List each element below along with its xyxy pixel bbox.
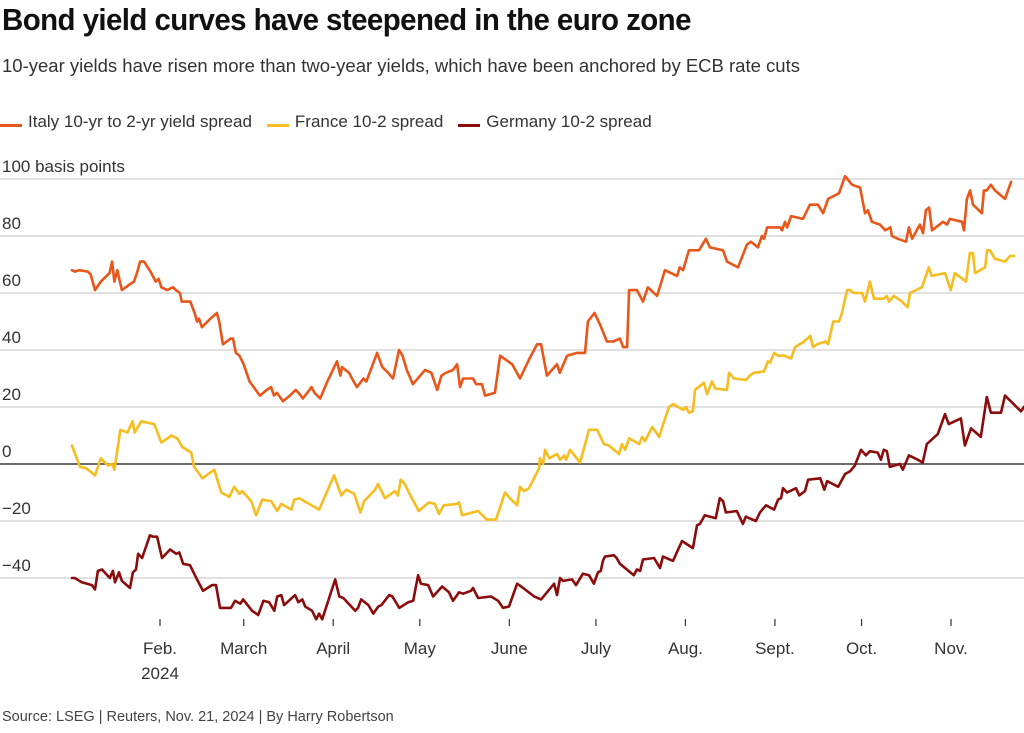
- legend-swatch-germany: [458, 123, 481, 127]
- x-tick-label: Feb.: [143, 639, 177, 658]
- source-note: Source: LSEG | Reuters, Nov. 21, 2024 | …: [2, 709, 394, 725]
- legend-item-france: France 10-2 spread: [266, 112, 444, 132]
- y-tick-label: −20: [2, 499, 31, 518]
- x-axis: Feb. 2024 March April May June July Aug. Sept. Oc…: [141, 619, 968, 683]
- grid-lines: [0, 178, 1024, 579]
- y-tick-label: 100 basis points: [2, 157, 125, 176]
- y-tick-label: 20: [2, 385, 21, 404]
- x-tick-label: Aug.: [668, 639, 703, 658]
- y-tick-label: 0: [2, 442, 11, 461]
- series-line-france: [70, 249, 1016, 521]
- legend: Italy 10-yr to 2-yr yield spread France …: [0, 112, 667, 132]
- x-tick-sublabel: 2024: [141, 664, 179, 683]
- legend-item-germany: Germany 10-2 spread: [458, 112, 652, 132]
- x-tick-label: July: [581, 639, 612, 658]
- legend-item-italy: Italy 10-yr to 2-yr yield spread: [0, 112, 252, 132]
- chart-subtitle: 10-year yields have risen more than two-…: [2, 55, 800, 76]
- legend-swatch-france: [266, 123, 289, 127]
- series-line-germany: [70, 394, 1024, 621]
- series-lines: [70, 174, 1024, 621]
- x-tick-label: April: [316, 639, 350, 658]
- x-tick-label: March: [220, 639, 267, 658]
- x-tick-label: May: [404, 639, 437, 658]
- y-tick-label: 80: [2, 214, 21, 233]
- x-tick-label: Nov.: [934, 639, 968, 658]
- y-tick-label: −40: [2, 556, 31, 575]
- chart-title: Bond yield curves have steepened in the …: [2, 2, 691, 37]
- legend-label-italy: Italy 10-yr to 2-yr yield spread: [28, 112, 252, 131]
- x-tick-label: Oct.: [846, 639, 877, 658]
- legend-swatch-italy: [0, 123, 22, 127]
- y-tick-label: 40: [2, 328, 21, 347]
- legend-label-germany: Germany 10-2 spread: [486, 112, 652, 131]
- series-line-italy: [70, 174, 1013, 403]
- x-tick-label: Sept.: [755, 639, 795, 658]
- y-axis-labels: 100 basis points 80 60 40 20 0 −20 −40: [2, 157, 125, 575]
- x-tick-label: June: [491, 639, 528, 658]
- y-tick-label: 60: [2, 271, 21, 290]
- legend-label-france: France 10-2 spread: [294, 112, 444, 131]
